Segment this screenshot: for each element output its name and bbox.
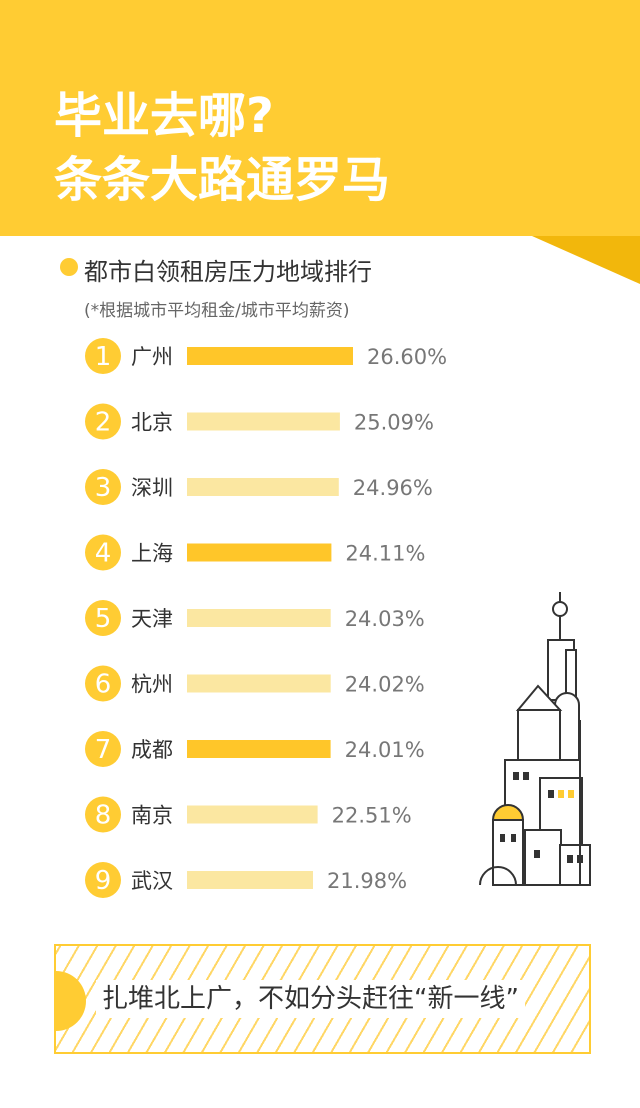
rank-badge [85, 469, 121, 505]
rank-number: 5 [95, 604, 112, 634]
bar [187, 478, 339, 496]
bar [187, 740, 331, 758]
rank-badge [85, 534, 121, 571]
city-label: 天津 [131, 607, 173, 631]
value-label: 24.02% [345, 673, 425, 697]
rank-number: 8 [95, 801, 112, 831]
bar [187, 674, 331, 693]
rank-number: 9 [95, 866, 112, 896]
rank-badge [85, 600, 121, 636]
rank-badge [85, 796, 121, 833]
rank-badge [85, 731, 121, 767]
rank-badge [85, 665, 121, 702]
city-label: 上海 [131, 542, 173, 566]
city-label: 杭州 [131, 673, 173, 697]
rank-number: 6 [95, 670, 112, 700]
rank-badge [85, 338, 121, 374]
bar [187, 543, 332, 562]
chart-subtitle: 都市白领租房压力地域排行 [84, 258, 372, 286]
city-buildings-illustration [479, 592, 591, 886]
title-line-1: 毕业去哪? [54, 88, 274, 144]
value-label: 22.51% [332, 804, 412, 828]
bar [187, 805, 318, 824]
bar [187, 347, 353, 365]
city-label: 深圳 [131, 476, 173, 500]
rank-number: 4 [95, 539, 112, 569]
value-label: 26.60% [367, 345, 447, 369]
city-label: 北京 [131, 411, 173, 435]
rank-number: 3 [95, 473, 112, 503]
ribbon-fold [532, 236, 640, 284]
rank-number: 1 [95, 342, 112, 372]
banner-text-label: 扎堆北上广，不如分头赶往“新一线” [96, 980, 525, 1018]
value-label: 25.09% [354, 411, 434, 435]
value-label: 24.11% [345, 542, 425, 566]
city-label: 广州 [131, 345, 173, 369]
bullet-dot-icon [60, 258, 78, 276]
tower-antenna-ball [552, 601, 568, 617]
bar [187, 871, 313, 889]
banner-text: 扎堆北上广，不如分头赶往“新一线” [96, 946, 576, 1052]
city-label: 南京 [131, 804, 173, 828]
bar [187, 412, 340, 431]
rank-number: 2 [95, 408, 112, 438]
value-label: 24.01% [345, 738, 425, 762]
chart-note: (*根据城市平均租金/城市平均薪资) [84, 301, 350, 321]
rank-badge [85, 862, 121, 898]
title-line-2: 条条大路通罗马 [54, 152, 391, 208]
value-label: 21.98% [327, 869, 407, 893]
rank-badge [85, 403, 121, 440]
rank-number: 7 [95, 735, 112, 765]
header-banner: 毕业去哪? 条条大路通罗马 [0, 0, 640, 236]
city-label: 武汉 [131, 869, 173, 893]
value-label: 24.96% [353, 476, 433, 500]
city-label: 成都 [131, 738, 173, 762]
ranking-chart: 1 广州 26.60% 2 北京 25.09% 3 深圳 24.96% 4 上海 24.11% 5 天津 2… [85, 338, 591, 898]
banner-half-circle [56, 971, 86, 1031]
bar [187, 609, 331, 627]
footer-banner: 扎堆北上广，不如分头赶往“新一线” [54, 944, 591, 1054]
value-label: 24.03% [345, 607, 425, 631]
